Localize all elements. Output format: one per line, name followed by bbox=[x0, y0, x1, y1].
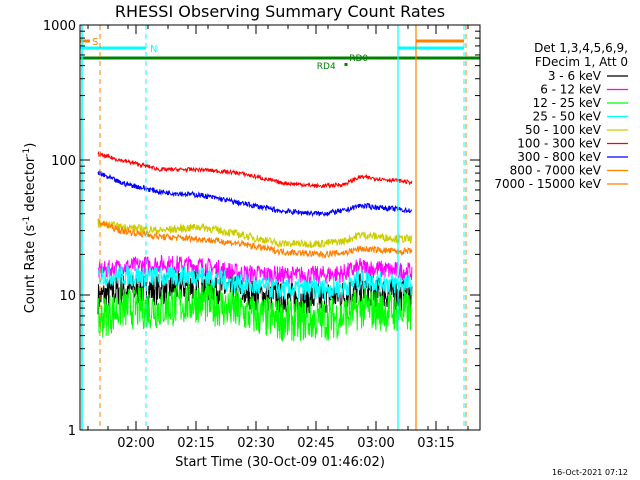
legend-label: 800 - 7000 keV bbox=[510, 164, 602, 178]
series-line-7 bbox=[97, 170, 412, 218]
label-rd0: RD0 bbox=[349, 54, 368, 64]
legend-label: 300 - 800 keV bbox=[517, 150, 601, 164]
series-line-4 bbox=[97, 264, 413, 302]
y-tick-label: 1 bbox=[68, 424, 76, 439]
label-n: N bbox=[150, 44, 157, 55]
observing-state-bands: S N RD0 RD4 bbox=[80, 37, 480, 72]
x-tick-label: 02:30 bbox=[237, 436, 274, 451]
y-axis-label-sup1: -1 bbox=[22, 216, 32, 225]
legend-header-1: Det 1,3,4,5,6,9, bbox=[534, 41, 628, 55]
x-tick-label: 02:45 bbox=[297, 436, 334, 451]
legend-label: 100 - 300 keV bbox=[517, 137, 601, 151]
y-axis-label-sup2: -1 bbox=[22, 148, 32, 157]
rd4-point bbox=[344, 63, 348, 66]
x-axis-ticks: 02:00 02:15 02:30 02:45 03:00 03:15 bbox=[87, 25, 469, 451]
series-lines bbox=[97, 150, 413, 342]
series-line-5 bbox=[97, 219, 413, 249]
legend-label: 3 - 6 keV bbox=[548, 69, 602, 83]
label-s: S bbox=[92, 37, 98, 48]
y-tick-label: 100 bbox=[51, 154, 76, 169]
label-rd4: RD4 bbox=[317, 62, 336, 72]
legend-header-2: FDecim 1, Att 0 bbox=[535, 55, 628, 69]
legend-label: 12 - 25 keV bbox=[533, 96, 602, 110]
legend-label: 7000 - 15000 keV bbox=[494, 177, 601, 191]
legend-label: 25 - 50 keV bbox=[533, 110, 602, 124]
y-axis-label-end: ) bbox=[23, 143, 38, 148]
series-line-6 bbox=[97, 150, 413, 190]
chart-title: RHESSI Observing Summary Count Rates bbox=[115, 2, 445, 21]
y-tick-label: 10 bbox=[59, 289, 76, 304]
x-tick-label: 02:15 bbox=[177, 436, 214, 451]
series-line-8 bbox=[97, 218, 413, 260]
legend-label: 50 - 100 keV bbox=[525, 123, 602, 137]
x-tick-label: 03:00 bbox=[357, 436, 394, 451]
y-tick-label: 1000 bbox=[43, 19, 76, 34]
attenuator-markers bbox=[81, 25, 467, 430]
timestamp: 16-Oct-2021 07:12 bbox=[552, 468, 628, 477]
y-axis-label-main: Count Rate (s bbox=[23, 225, 38, 314]
plot-border bbox=[79, 24, 481, 431]
y-axis-label-mid: detector bbox=[23, 156, 38, 216]
series-line-3 bbox=[97, 282, 413, 342]
legend-label: 6 - 12 keV bbox=[540, 83, 602, 97]
plot-frame bbox=[79, 24, 481, 431]
y-axis-label: Count Rate (s-1 detector-1) bbox=[22, 143, 38, 314]
legend: Det 1,3,4,5,6,9, FDecim 1, Att 0 3 - 6 k… bbox=[494, 41, 628, 191]
x-tick-label: 02:00 bbox=[117, 436, 154, 451]
x-axis-label: Start Time (30-Oct-09 01:46:02) bbox=[175, 455, 385, 470]
y-axis-ticks: 1 10 100 1000 bbox=[43, 19, 480, 439]
x-tick-label: 03:15 bbox=[417, 436, 454, 451]
